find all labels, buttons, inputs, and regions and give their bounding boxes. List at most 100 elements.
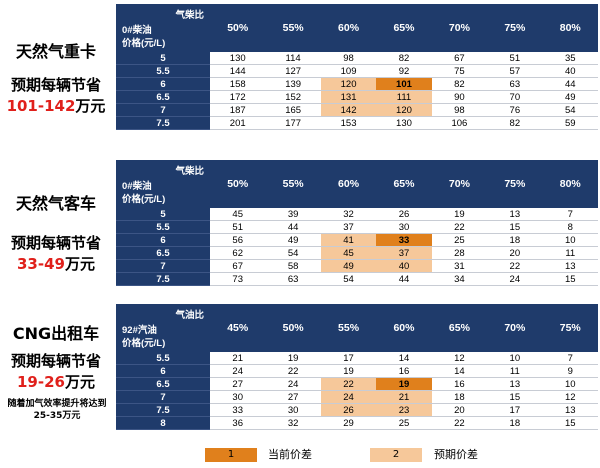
table-cell: 90 — [431, 90, 488, 104]
row-price-label: 7 — [116, 103, 210, 117]
table-row: 7.5 73 63 54 44 34 24 15 — [116, 272, 598, 286]
table-cell: 67 — [210, 259, 266, 273]
column-header: 50% — [210, 160, 266, 208]
section-taxi-info: CNG出租车 — [0, 320, 112, 344]
table-cell: 62 — [210, 246, 266, 260]
price-axis-label: 价格(元/L) — [122, 38, 166, 49]
table-cell: 30 — [265, 403, 321, 417]
table-cell: 22 — [431, 220, 488, 234]
table-row: 6 158 139 120 101 82 63 44 — [116, 77, 598, 91]
table-cell: 165 — [265, 103, 321, 117]
table-cell: 35 — [542, 52, 598, 65]
column-header: 70% — [431, 160, 488, 208]
fuel-axis-label: 0#柴油 — [122, 25, 152, 36]
expected-spread-cell: 21 — [376, 390, 432, 404]
table-cell: 20 — [487, 246, 543, 260]
column-header: 75% — [487, 4, 543, 52]
table-cell: 13 — [542, 259, 598, 273]
row-price-label: 5 — [116, 52, 210, 65]
column-header: 45% — [210, 304, 266, 352]
table-cell: 44 — [265, 220, 321, 234]
row-price-label: 7.5 — [116, 272, 210, 286]
section-bus-saving: 预期每辆节省 33-49万元 — [0, 232, 112, 274]
table-cell: 15 — [542, 416, 598, 430]
table-cell: 18 — [487, 233, 543, 247]
row-price-label: 7 — [116, 390, 210, 404]
table-cell: 57 — [487, 64, 543, 78]
saving-range-unit: 万元 — [64, 373, 95, 391]
table-cell: 8 — [542, 220, 598, 234]
legend-expected-label: 预期价差 — [434, 448, 478, 461]
saving-label: 预期每辆节省 — [10, 234, 101, 252]
table-row: 6.5 62 54 45 37 28 20 11 — [116, 246, 598, 260]
table-cell: 15 — [487, 220, 543, 234]
saving-range-value: 33-49 — [17, 255, 65, 273]
table-cell: 22 — [431, 416, 488, 430]
table-header-row: 气柴比 0#柴油 价格(元/L) 50% 55% 60% 65% 70% 75% 80% — [116, 160, 598, 208]
row-price-label: 7 — [116, 259, 210, 273]
expected-spread-cell: 26 — [320, 403, 377, 417]
table-header-row: 气柴比 0#柴油 价格(元/L) 50% 55% 60% 65% 70% 75% 80% — [116, 4, 598, 52]
table-row: 6.5 27 24 22 19 16 13 10 — [116, 377, 598, 391]
table-cell: 153 — [320, 116, 377, 130]
table-cell: 19 — [320, 364, 377, 378]
table-cell: 76 — [487, 103, 543, 117]
table-cell: 67 — [431, 52, 488, 65]
saving-range: 101-142万元 — [0, 95, 112, 116]
table-cell: 139 — [265, 77, 321, 91]
column-header: 70% — [431, 4, 488, 52]
legend: 1 当前价差 2 预期价差 — [0, 446, 600, 466]
table-cell: 98 — [320, 52, 377, 65]
table-cell: 27 — [210, 377, 266, 391]
saving-range-value: 19-26 — [17, 373, 65, 391]
row-price-label: 6.5 — [116, 246, 210, 260]
table-cell: 29 — [320, 416, 377, 430]
table-cell: 33 — [210, 403, 266, 417]
table-cell: 63 — [265, 272, 321, 286]
table-cell: 31 — [431, 259, 488, 273]
saving-range: 33-49万元 — [0, 253, 112, 274]
table-cell: 7 — [542, 352, 598, 365]
table-cell: 187 — [210, 103, 266, 117]
table-cell: 39 — [265, 208, 321, 221]
table-cell: 17 — [487, 403, 543, 417]
saving-range-unit: 万元 — [64, 255, 95, 273]
section-bus-info: 天然气客车 — [0, 190, 112, 214]
table-cell: 18 — [487, 416, 543, 430]
table-cell: 12 — [542, 390, 598, 404]
table-cell: 58 — [265, 259, 321, 273]
table-cell: 40 — [542, 64, 598, 78]
table-row: 7.5 33 30 26 23 20 17 13 — [116, 403, 598, 417]
table-row: 6 24 22 19 16 14 11 9 — [116, 364, 598, 378]
saving-range-value: 101-142 — [6, 97, 76, 115]
table-row: 7 30 27 24 21 18 15 12 — [116, 390, 598, 404]
expected-spread-cell: 49 — [320, 259, 377, 273]
table-cell: 201 — [210, 116, 266, 130]
vehicle-title: 天然气重卡 — [15, 42, 96, 61]
current-spread-cell: 33 — [376, 233, 432, 247]
table-cell: 109 — [320, 64, 377, 78]
efficiency-note: 随着加气效率提升将达到25-35万元 — [7, 399, 107, 421]
table-row: 6 56 49 41 33 25 18 10 — [116, 233, 598, 247]
fuel-axis-label: 0#柴油 — [122, 181, 152, 192]
row-price-label: 5 — [116, 208, 210, 221]
column-header: 60% — [320, 160, 377, 208]
row-price-label: 6 — [116, 77, 210, 91]
current-spread-cell: 101 — [376, 77, 432, 91]
column-header: 55% — [320, 304, 377, 352]
column-header: 75% — [542, 304, 598, 352]
table-cell: 24 — [265, 377, 321, 391]
current-spread-cell: 19 — [376, 377, 432, 391]
table-corner-cell: 气柴比 0#柴油 价格(元/L) — [116, 160, 210, 208]
column-header: 80% — [542, 4, 598, 52]
table-cell: 51 — [487, 52, 543, 65]
column-header: 65% — [376, 160, 432, 208]
row-price-label: 6.5 — [116, 90, 210, 104]
table-cell: 54 — [265, 246, 321, 260]
expected-spread-cell: 37 — [376, 246, 432, 260]
saving-range-unit: 万元 — [75, 97, 106, 115]
table-cell: 32 — [320, 208, 377, 221]
table-cell: 45 — [210, 208, 266, 221]
expected-spread-cell: 40 — [376, 259, 432, 273]
table-cell: 32 — [265, 416, 321, 430]
